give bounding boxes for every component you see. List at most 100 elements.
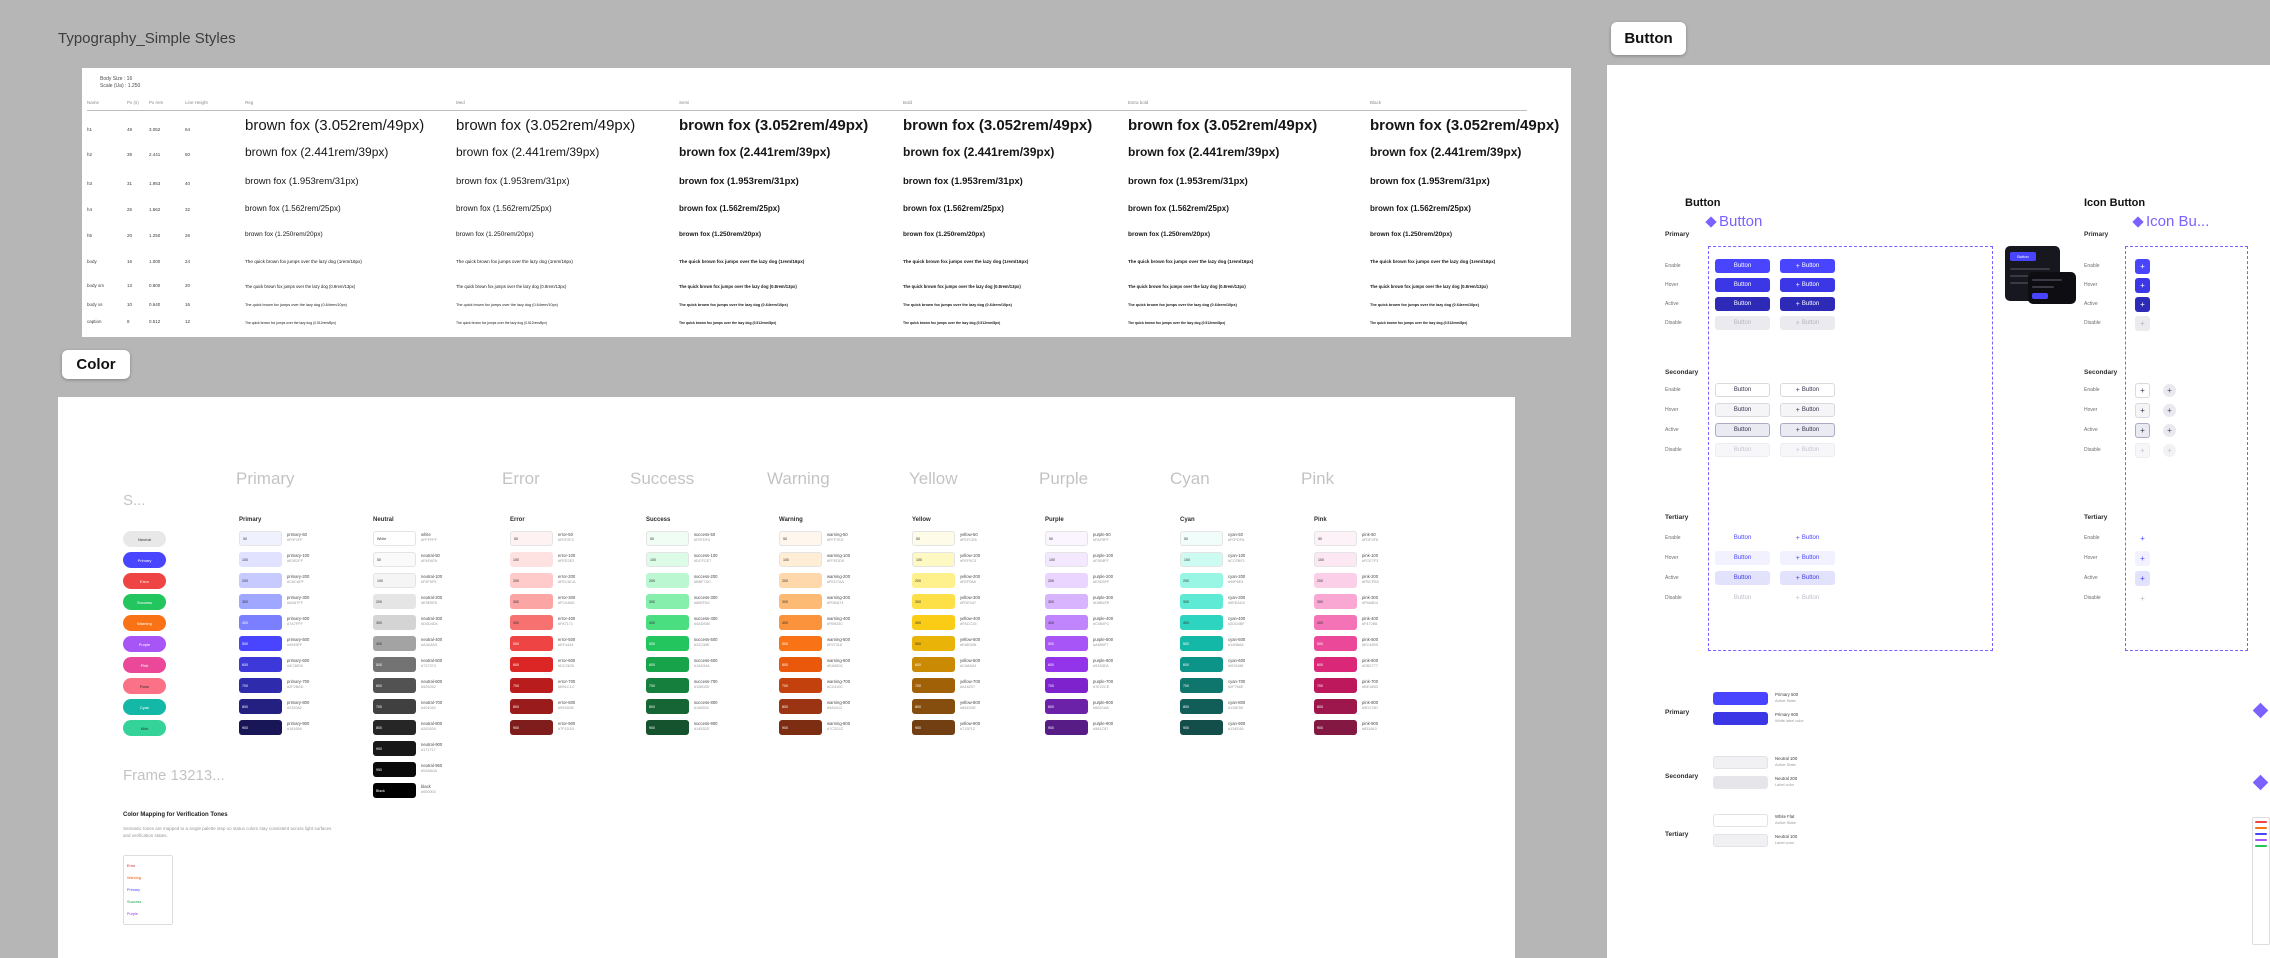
semantic-pill-primary[interactable]: Primary (123, 552, 166, 568)
swatch-purple-50[interactable]: 50 (1045, 531, 1088, 546)
type-sample[interactable]: brown fox (2.441rem/39px) (903, 145, 1055, 159)
swatch-cyan-800[interactable]: 800 (1180, 699, 1223, 714)
type-sample[interactable]: The quick brown fox jumps over the lazy … (245, 283, 356, 289)
swatch-primary-500[interactable]: 500 (239, 636, 282, 651)
type-sample[interactable]: brown fox (3.052rem/49px) (1128, 117, 1318, 134)
type-sample[interactable]: brown fox (1.953rem/31px) (456, 176, 570, 187)
swatch-neutral-100[interactable]: 100 (373, 573, 416, 588)
swatch-purple-900[interactable]: 900 (1045, 720, 1088, 735)
type-sample[interactable]: brown fox (1.562rem/25px) (903, 204, 1004, 213)
swatch-primary-800[interactable]: 800 (239, 699, 282, 714)
button-with-icon-tertiary-hover[interactable]: + Button (1780, 551, 1835, 565)
swatch-success-50[interactable]: 50 (646, 531, 689, 546)
icon-button-round-secondary-enable[interactable]: + (2163, 384, 2176, 397)
type-sample[interactable]: The quick brown fox jumps over the lazy … (1128, 320, 1226, 325)
button-secondary-disable[interactable]: Button (1715, 443, 1770, 457)
cut-off-token-strip[interactable] (2252, 817, 2270, 945)
type-sample[interactable]: The quick brown fox jumps over the lazy … (1128, 283, 1246, 289)
palette-ghost-label-success[interactable]: Success (630, 469, 695, 488)
swatch-purple-100[interactable]: 100 (1045, 552, 1088, 567)
icon-button-primary-disable[interactable]: + (2135, 316, 2150, 331)
swatch-purple-700[interactable]: 700 (1045, 678, 1088, 693)
swatch-neutral-black[interactable]: Black (373, 783, 416, 798)
type-sample[interactable]: The quick brown fox jumps over the lazy … (245, 320, 337, 325)
mapping-chip-tertiary-1[interactable] (1713, 834, 1768, 847)
swatch-neutral-white[interactable]: White (373, 531, 416, 546)
palette-ghost-label-yellow[interactable]: Yellow (909, 469, 958, 488)
swatch-warning-700[interactable]: 700 (779, 678, 822, 693)
mapping-chip-primary-0[interactable] (1713, 692, 1768, 705)
type-sample[interactable]: brown fox (3.052rem/49px) (1370, 117, 1560, 134)
palette-ghost-label-cyan[interactable]: Cyan (1170, 469, 1210, 488)
type-sample[interactable]: brown fox (2.441rem/39px) (456, 145, 600, 159)
swatch-success-900[interactable]: 900 (646, 720, 689, 735)
type-sample[interactable]: The quick brown fox jumps over the lazy … (456, 259, 573, 264)
frame-label-typography[interactable]: Typography_Simple Styles (58, 30, 236, 47)
swatch-cyan-200[interactable]: 200 (1180, 573, 1223, 588)
swatch-neutral-900[interactable]: 900 (373, 741, 416, 756)
button-tertiary-active[interactable]: Button (1715, 571, 1770, 585)
icon-button-primary-hover[interactable]: + (2135, 278, 2150, 293)
button-with-icon-tertiary-enable[interactable]: + Button (1780, 531, 1835, 545)
type-sample[interactable]: The quick brown fox jumps over the lazy … (1370, 259, 1496, 264)
icon-button-round-secondary-hover[interactable]: + (2163, 404, 2176, 417)
icon-button-component-title[interactable]: Icon Bu... (2132, 213, 2209, 230)
button-primary-hover[interactable]: Button (1715, 278, 1770, 292)
semantic-pill-rose[interactable]: Rose (123, 678, 166, 694)
button-secondary-hover[interactable]: Button (1715, 403, 1770, 417)
swatch-neutral-950[interactable]: 950 (373, 762, 416, 777)
type-sample[interactable]: The quick brown fox jumps over the lazy … (1370, 303, 1479, 307)
semantic-pill-pink[interactable]: Pink (123, 657, 166, 673)
swatch-error-500[interactable]: 500 (510, 636, 553, 651)
type-sample[interactable]: The quick brown fox jumps over the lazy … (903, 259, 1029, 264)
swatch-purple-300[interactable]: 300 (1045, 594, 1088, 609)
type-sample[interactable]: brown fox (1.250rem/20px) (245, 231, 323, 238)
type-sample[interactable]: brown fox (1.562rem/25px) (679, 204, 780, 213)
swatch-primary-300[interactable]: 300 (239, 594, 282, 609)
swatch-pink-200[interactable]: 200 (1314, 573, 1357, 588)
icon-button-round-secondary-active[interactable]: + (2163, 424, 2176, 437)
swatch-primary-50[interactable]: 50 (239, 531, 282, 546)
icon-button-secondary-active[interactable]: + (2135, 423, 2150, 438)
swatch-pink-100[interactable]: 100 (1314, 552, 1357, 567)
palette-ghost-label-purple[interactable]: Purple (1039, 469, 1089, 488)
swatch-success-600[interactable]: 600 (646, 657, 689, 672)
swatch-warning-600[interactable]: 600 (779, 657, 822, 672)
type-sample[interactable]: The quick brown fox jumps over the lazy … (679, 283, 797, 289)
type-sample[interactable]: brown fox (1.562rem/25px) (1128, 204, 1229, 213)
swatch-success-800[interactable]: 800 (646, 699, 689, 714)
swatch-error-50[interactable]: 50 (510, 531, 553, 546)
semantic-pill-neutral[interactable]: Neutral (123, 531, 166, 547)
swatch-yellow-200[interactable]: 200 (912, 573, 955, 588)
button-secondary-enable[interactable]: Button (1715, 383, 1770, 397)
button-primary-disable[interactable]: Button (1715, 316, 1770, 330)
icon-button-round-secondary-disable[interactable]: + (2163, 444, 2176, 457)
swatch-cyan-900[interactable]: 900 (1180, 720, 1223, 735)
swatch-primary-900[interactable]: 900 (239, 720, 282, 735)
button-tertiary-hover[interactable]: Button (1715, 551, 1770, 565)
swatch-pink-700[interactable]: 700 (1314, 678, 1357, 693)
type-sample[interactable]: The quick brown fox jumps over the lazy … (1128, 303, 1237, 307)
swatch-cyan-100[interactable]: 100 (1180, 552, 1223, 567)
swatch-warning-800[interactable]: 800 (779, 699, 822, 714)
icon-button-primary-enable[interactable]: + (2135, 259, 2150, 274)
type-sample[interactable]: brown fox (2.441rem/39px) (245, 145, 389, 159)
color-section-chip[interactable]: Color (62, 350, 130, 379)
type-sample[interactable]: The quick brown fox jumps over the lazy … (1370, 320, 1468, 325)
type-sample[interactable]: brown fox (1.250rem/20px) (679, 231, 761, 238)
swatch-pink-900[interactable]: 900 (1314, 720, 1357, 735)
swatch-yellow-600[interactable]: 600 (912, 657, 955, 672)
swatch-primary-700[interactable]: 700 (239, 678, 282, 693)
semantic-ghost-label[interactable]: S... (123, 492, 146, 509)
type-sample[interactable]: brown fox (3.052rem/49px) (903, 117, 1093, 134)
palette-ghost-label-primary[interactable]: Primary (236, 469, 295, 488)
button-with-icon-secondary-enable[interactable]: + Button (1780, 383, 1835, 397)
type-sample[interactable]: brown fox (1.953rem/31px) (245, 176, 359, 187)
component-diamond-icon[interactable] (2252, 774, 2269, 791)
semantic-pill-purple[interactable]: Purple (123, 636, 166, 652)
button-primary-enable[interactable]: Button (1715, 259, 1770, 273)
swatch-pink-500[interactable]: 500 (1314, 636, 1357, 651)
icon-button-secondary-disable[interactable]: + (2135, 443, 2150, 458)
swatch-yellow-50[interactable]: 50 (912, 531, 955, 546)
type-sample[interactable]: brown fox (1.250rem/20px) (1370, 231, 1452, 238)
